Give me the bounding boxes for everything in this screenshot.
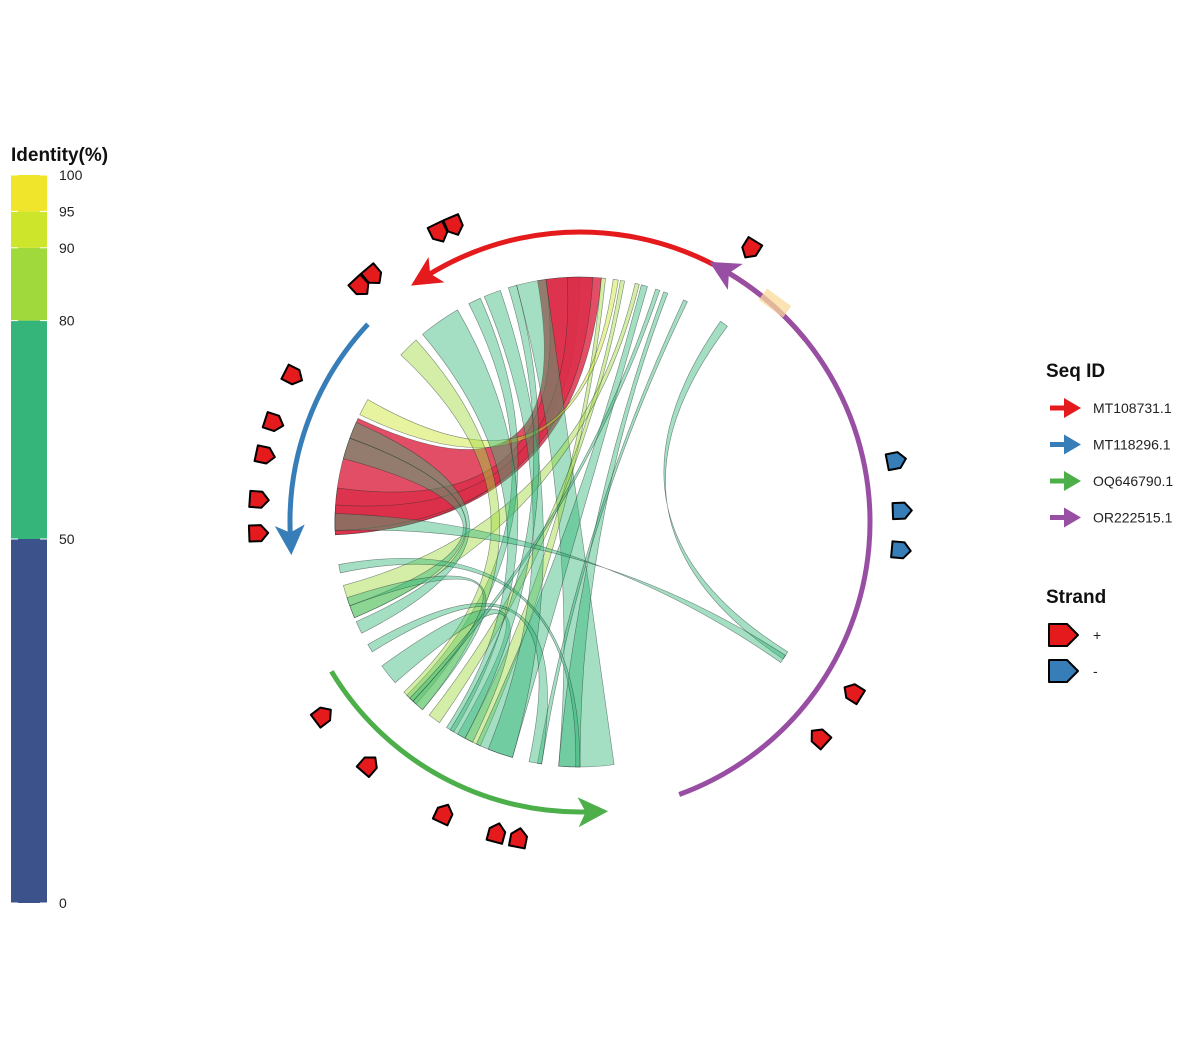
gene-marker [507,827,528,850]
alignment-link [342,282,640,619]
alignment-link [409,288,661,702]
alignment-link [334,513,786,663]
colorbar-segment [11,211,47,248]
seq-id-legend-title: Seq ID [1046,361,1105,382]
gene-marker [309,706,332,729]
gene-marker [360,262,383,284]
gene-marker [261,411,285,433]
alignment-link [334,276,594,531]
colorbar-tick-label: 100 [59,167,83,183]
seq-legend-arrowhead-icon [1064,398,1081,418]
colorbar-tick-label: 80 [59,313,75,329]
seq-legend-label: MT118296.1 [1093,437,1171,453]
seq-legend-arrowhead-icon [1064,471,1081,491]
colorbar-tick-label: 0 [59,895,67,911]
alignment-link [558,291,669,768]
alignment-link [483,289,544,758]
alignment-link [367,603,548,765]
sequence-arc [678,261,873,797]
strand-legend-icon [1048,659,1079,683]
seq-legend-label: OR222515.1 [1093,510,1173,526]
gene-marker [810,728,833,751]
alignment-links [334,276,789,768]
gene-marker [431,803,454,827]
alignment-link [476,284,648,758]
gene-marker [253,444,276,465]
alignment-link [422,309,519,733]
identity-legend-title: Identity(%) [11,145,108,166]
alignment-link [428,280,625,724]
highlight-band [758,288,792,318]
gene-marker [247,524,270,543]
colorbar-segment [11,539,47,903]
gene-marker [280,363,304,386]
gene-marker [741,236,764,259]
seq-legend-arrowhead-icon [1064,507,1081,528]
gene-marker [891,501,913,521]
strand-legend-label: - [1093,663,1098,679]
gene-marker [355,756,378,779]
colorbar-segment [11,320,47,539]
identity-colorbar-ticks: 0 50 80 90 95 100 [11,167,83,911]
gene-marker [485,822,507,845]
alignment-link [338,557,581,768]
strand-legend-title: Strand [1046,587,1106,608]
strand-legend: Strand + - [1046,587,1106,683]
seq-legend-label: OQ646790.1 [1093,473,1173,489]
seq-legend-arrowhead-icon [1064,434,1081,455]
gene-markers [247,213,913,850]
alignment-link [449,284,540,739]
colorbar-tick-label: 50 [59,531,75,547]
colorbar-segment [11,175,47,212]
gene-marker [890,540,912,560]
sequence-arc [329,670,609,828]
strand-legend-icon [1048,623,1079,647]
colorbar-tick-label: 95 [59,203,75,219]
gene-marker [248,489,270,509]
seq-legend-label: MT108731.1 [1093,400,1172,416]
strand-legend-label: + [1093,627,1101,643]
gene-marker [884,451,907,472]
gene-marker [442,213,464,236]
seq-id-legend: Seq ID MT108731.1 MT118296.1 OQ646790.1 OR2… [1046,361,1173,528]
alignment-link [663,320,789,660]
identity-legend: Identity(%) 0 50 80 90 95 100 [11,145,108,911]
colorbar-segment [11,247,47,321]
alignment-link [359,278,619,448]
identity-colorbar [11,175,47,903]
gene-marker [843,683,866,706]
colorbar-tick-label: 90 [59,240,75,256]
sequence-arc [274,322,370,556]
alignment-link [400,339,500,711]
